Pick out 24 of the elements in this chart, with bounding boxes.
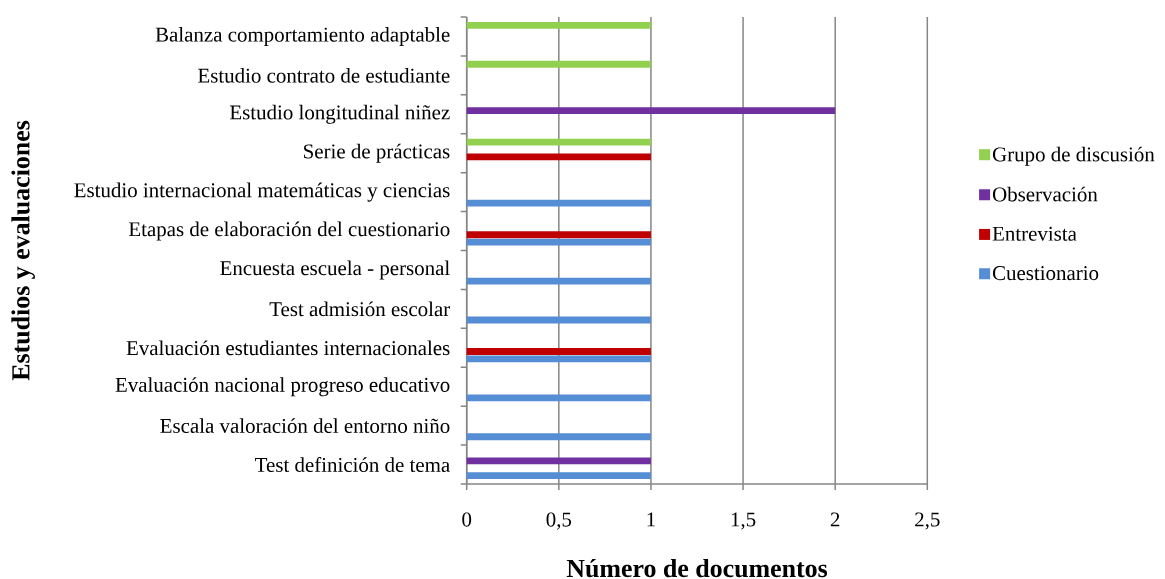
y-tick-label: Test admisión escolar bbox=[269, 301, 451, 317]
y-axis-title: Estudios y evaluaciones bbox=[11, 120, 35, 381]
y-tick-label: Test definición de tema bbox=[255, 457, 450, 473]
y-tick-label: Estudio contrato de estudiante bbox=[198, 68, 450, 83]
y-tick-label: Escala valoración del entorno niño bbox=[160, 418, 450, 433]
legend-label: Grupo de discusión bbox=[992, 146, 1155, 166]
x-tick-label: 1 bbox=[647, 512, 655, 527]
y-tick-label: Serie de prácticas bbox=[304, 143, 450, 163]
y-tick-label: Encuesta escuela - personal bbox=[220, 260, 450, 280]
y-tick-label: Balanza comportamiento adaptable bbox=[155, 26, 450, 46]
legend-label: Entrevista bbox=[992, 226, 1077, 241]
legend-label: Observación bbox=[992, 186, 1098, 202]
x-tick-label: 2,5 bbox=[915, 512, 940, 530]
y-tick-label: Evaluación estudiantes internacionales bbox=[126, 340, 450, 356]
x-axis-title: Número de documentos bbox=[566, 558, 828, 578]
y-tick-label: Evaluación nacional progreso educativo bbox=[115, 377, 450, 397]
legend-label: Cuestionario bbox=[992, 266, 1099, 281]
x-tick-label: 0 bbox=[462, 512, 472, 527]
y-tick-label: Etapas de elaboración del cuestionario bbox=[128, 221, 450, 241]
x-tick-label: 1,5 bbox=[731, 512, 756, 530]
y-tick-label: Estudio longitudinal niñez bbox=[229, 104, 450, 124]
x-tick-label: 0,5 bbox=[546, 512, 572, 530]
x-tick-label: 2 bbox=[830, 512, 840, 527]
y-tick-label: Estudio internacional matemáticas y ciencias bbox=[74, 182, 450, 202]
